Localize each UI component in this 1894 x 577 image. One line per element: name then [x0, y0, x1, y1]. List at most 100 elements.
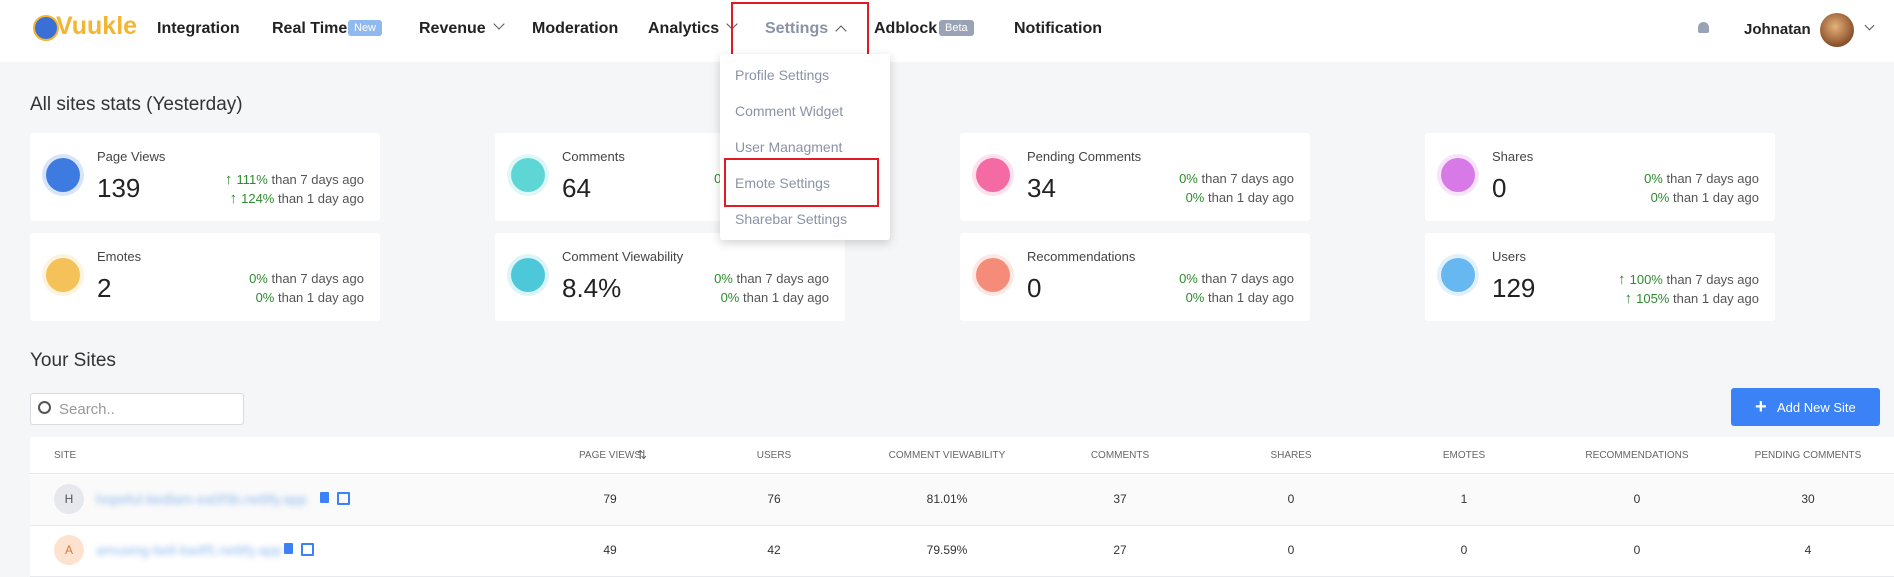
- site-avatar: A: [54, 535, 84, 565]
- stat-compare: ↑ 124% than 1 day ago: [229, 190, 364, 207]
- compare-text: than 7 days ago: [1662, 272, 1759, 287]
- menu-item[interactable]: User Managment: [735, 139, 843, 155]
- nav-item[interactable]: Revenue: [419, 20, 486, 37]
- compare-text: than 1 day ago: [274, 290, 364, 305]
- stat-compare: 0% than 7 days ago: [249, 271, 364, 286]
- compare-percent: 111%: [236, 172, 268, 187]
- avatar[interactable]: [1820, 13, 1854, 47]
- stat-label: Recommendations: [1027, 249, 1136, 264]
- stat-compare: 0% than 7 days ago: [714, 271, 829, 286]
- compare-text: than 1 day ago: [739, 290, 829, 305]
- stat-label: Pending Comments: [1027, 149, 1142, 164]
- menu-item[interactable]: Sharebar Settings: [735, 211, 848, 227]
- nav-item[interactable]: Moderation: [532, 20, 619, 37]
- menu-item[interactable]: Emote Settings: [735, 175, 830, 191]
- stat-icon: [1441, 258, 1475, 292]
- compare-percent: 0%: [720, 290, 740, 305]
- stat-compare: 0% than 1 day ago: [721, 290, 829, 305]
- sort-icon: ⇅: [637, 448, 648, 462]
- stat-icon: [511, 258, 545, 292]
- menu-item[interactable]: Profile Settings: [735, 67, 830, 83]
- stat-label: Users: [1492, 249, 1526, 264]
- table-cell: 79.59%: [926, 543, 968, 557]
- button-label: Add New Site: [1777, 400, 1856, 415]
- search-icon: [38, 401, 51, 414]
- nav-item[interactable]: Analytics: [648, 20, 720, 37]
- add-site-button[interactable]: + Add New Site: [1731, 388, 1880, 426]
- stat-value: 34: [1027, 173, 1056, 203]
- user-name[interactable]: Johnatan: [1744, 21, 1811, 38]
- up-arrow: ↑: [229, 190, 242, 207]
- stat-label: Comment Viewability: [562, 249, 684, 264]
- stat-label: Shares: [1492, 149, 1534, 164]
- open-icon[interactable]: [301, 543, 314, 556]
- site-name[interactable]: hopeful-bedlam-ea0f3b.netlify.app: [96, 491, 307, 507]
- column-header: EMOTES: [1442, 450, 1486, 461]
- table-cell: 30: [1801, 492, 1815, 506]
- compare-percent: 0%: [1644, 171, 1663, 186]
- table-cell: 37: [1113, 492, 1127, 506]
- stat-label: Page Views: [97, 149, 166, 164]
- table-cell: 0: [1633, 543, 1641, 557]
- stat-icon: [511, 158, 545, 192]
- table-header-border: [30, 473, 1894, 474]
- stat-card: Recommendations 0 0% than 7 days ago 0% tha…: [960, 233, 1310, 321]
- stat-value: 2: [97, 273, 112, 303]
- nav-item[interactable]: Settings: [765, 20, 829, 37]
- table-cell: 0: [1460, 543, 1468, 557]
- nav-item[interactable]: Integration: [157, 20, 240, 37]
- column-header: PENDING COMMENTS: [1754, 450, 1862, 461]
- site-name[interactable]: amusing-bell-ba4f5.netlify.app: [96, 542, 282, 558]
- compare-percent: 0%: [1179, 171, 1198, 186]
- nav-item[interactable]: Notification: [1014, 20, 1102, 37]
- stat-label: Comments: [562, 149, 625, 164]
- table-cell: 0: [1287, 492, 1295, 506]
- bell-icon[interactable]: [1698, 22, 1709, 33]
- stat-card: Users 129 ↑ 100% than 7 days ago ↑ 105% tha…: [1425, 233, 1775, 321]
- compare-text: than 7 days ago: [1197, 171, 1294, 186]
- column-header: PAGE VIEWS: [578, 450, 642, 461]
- logo[interactable]: Vuukle: [56, 12, 138, 40]
- stat-compare: ↑ 100% than 7 days ago: [1618, 271, 1759, 288]
- stat-compare: 0% than 1 day ago: [256, 290, 364, 305]
- table-cell: 1: [1460, 492, 1468, 506]
- nav-item[interactable]: Adblock: [874, 20, 938, 37]
- column-header: COMMENT VIEWABILITY: [888, 450, 1006, 461]
- plus-icon: +: [1755, 396, 1767, 418]
- table-cell: 0: [1287, 543, 1295, 557]
- menu-item[interactable]: Comment Widget: [735, 103, 844, 119]
- stat-compare: ↑ 105% than 1 day ago: [1624, 290, 1759, 307]
- stat-compare: 0% than 1 day ago: [1651, 190, 1759, 205]
- search-placeholder: Search..: [59, 401, 115, 418]
- up-arrow: ↑: [1624, 290, 1637, 307]
- compare-percent: 0%: [1185, 290, 1205, 305]
- compare-text: than 1 day ago: [1204, 290, 1294, 305]
- nav-badge: Beta: [939, 20, 974, 36]
- compare-text: than 7 days ago: [732, 271, 829, 286]
- stat-icon: [46, 258, 80, 292]
- search-box[interactable]: Search..: [30, 393, 244, 425]
- up-arrow: ↑: [1617, 271, 1630, 288]
- table-cell: 42: [767, 543, 781, 557]
- compare-percent: 0%: [1650, 190, 1670, 205]
- copy-icon[interactable]: [284, 543, 293, 554]
- stat-card: Comment Viewability 8.4% 0% than 7 days ag…: [495, 233, 845, 321]
- column-header: SITE: [54, 450, 77, 461]
- table-cell: 4: [1804, 543, 1812, 557]
- nav-item[interactable]: Real Time: [272, 20, 348, 37]
- compare-percent: 0%: [249, 271, 268, 286]
- column-header: SHARES: [1270, 450, 1312, 461]
- open-icon[interactable]: [337, 492, 350, 505]
- highlight-box: [731, 2, 869, 57]
- stat-card: Page Views 139 ↑ 111% than 7 days ago ↑ 124…: [30, 133, 380, 221]
- stat-value: 0: [1492, 173, 1507, 203]
- table-cell: 49: [603, 543, 617, 557]
- compare-percent: 100%: [1629, 272, 1663, 287]
- stat-value: 8.4%: [562, 273, 622, 303]
- section-title: Your Sites: [30, 350, 116, 371]
- compare-percent: 124%: [241, 191, 275, 206]
- nav-badge: New: [348, 20, 383, 36]
- stat-compare: 0% than 1 day ago: [1186, 290, 1294, 305]
- copy-icon[interactable]: [320, 492, 329, 503]
- stat-label: Emotes: [97, 249, 142, 264]
